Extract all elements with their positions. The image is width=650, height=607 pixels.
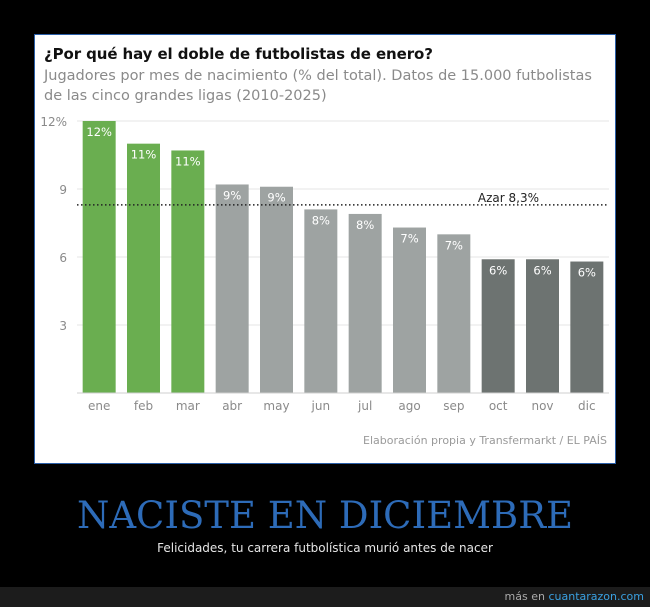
bar-value-label: 6% [489, 263, 507, 277]
bar-value-label: 9% [223, 188, 241, 202]
chart-card: ¿Por qué hay el doble de futbolistas de … [34, 34, 616, 464]
footer-bar: más en cuantarazon.com [0, 587, 650, 607]
bar [570, 261, 604, 393]
bar [127, 143, 160, 393]
y-tick-label: 3 [59, 319, 67, 333]
x-tick-label: sep [443, 399, 464, 413]
bar-value-label: 8% [312, 213, 330, 227]
bar-value-label: 11% [131, 148, 157, 162]
x-tick-label: abr [222, 399, 242, 413]
y-tick-label: 6 [59, 251, 67, 265]
bar-value-label: 7% [400, 232, 418, 246]
bar-value-label: 12% [86, 125, 112, 139]
bar-value-label: 6% [578, 266, 596, 280]
bar-value-label: 9% [267, 191, 285, 205]
x-tick-label: jul [357, 399, 372, 413]
footer-prefix: más en [504, 590, 545, 603]
x-tick-label: feb [134, 399, 153, 413]
source-note: Elaboración propia y Transfermarkt / EL … [363, 434, 607, 447]
bar-value-label: 11% [175, 154, 201, 168]
y-tick-label: 9 [59, 183, 67, 197]
headline: NACISTE EN DICIEMBRE [76, 494, 574, 537]
bar-value-label: 7% [445, 238, 463, 252]
bar [481, 259, 515, 393]
footer-link[interactable]: cuantarazon.com [548, 590, 644, 603]
bar [526, 259, 559, 393]
x-tick-label: mar [176, 399, 200, 413]
x-tick-label: may [263, 399, 289, 413]
bar [171, 150, 205, 393]
bar-value-label: 8% [356, 218, 374, 232]
bar [304, 209, 338, 393]
bar-value-label: 6% [533, 263, 551, 277]
x-tick-label: dic [578, 399, 596, 413]
x-tick-label: ene [88, 399, 110, 413]
bar [393, 227, 426, 393]
x-tick-label: ago [398, 399, 420, 413]
x-tick-label: oct [489, 399, 508, 413]
chart-subtitle: Jugadores por mes de nacimiento (% del t… [44, 68, 592, 104]
bar [82, 121, 116, 393]
caption: Felicidades, tu carrera futbolística mur… [157, 541, 493, 555]
reference-line-label: Azar 8,3% [478, 191, 539, 205]
x-tick-label: nov [531, 399, 553, 413]
x-tick-label: jun [311, 399, 331, 413]
bar-chart: 3 6 9 12% 12% ene 11% feb 11% mar 9% abr 9% may 8% jun 8… [40, 115, 609, 413]
chart-title: ¿Por qué hay el doble de futbolistas de … [44, 45, 433, 63]
footer-text: más en cuantarazon.com [505, 590, 644, 603]
y-tick-label: 12% [40, 115, 67, 129]
bar [437, 234, 471, 393]
bar [348, 213, 382, 393]
bar [260, 186, 293, 393]
bar [215, 184, 249, 393]
